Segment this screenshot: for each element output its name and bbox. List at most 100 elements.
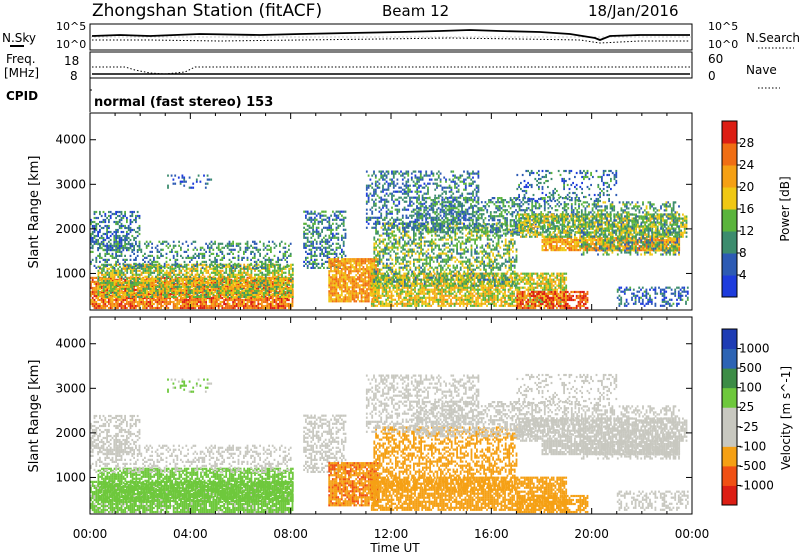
power-cell bbox=[349, 282, 352, 285]
power-cell bbox=[99, 287, 102, 290]
power-cell bbox=[367, 300, 370, 303]
power-cell bbox=[279, 250, 281, 253]
power-cell bbox=[126, 291, 129, 294]
power-cell bbox=[129, 285, 132, 288]
power-cell bbox=[246, 273, 249, 276]
power-cell bbox=[314, 210, 316, 213]
power-cell bbox=[218, 263, 220, 266]
power-cell bbox=[305, 250, 307, 253]
power-cell bbox=[239, 267, 242, 270]
power-cell bbox=[172, 246, 175, 249]
power-cell bbox=[131, 304, 134, 308]
power-cell bbox=[372, 298, 375, 301]
power-cell bbox=[104, 298, 107, 302]
power-cell bbox=[333, 264, 336, 267]
power-cell bbox=[91, 224, 94, 228]
power-cell bbox=[120, 210, 123, 214]
power-cell bbox=[110, 287, 112, 290]
power-cell bbox=[90, 262, 92, 265]
power-cell bbox=[131, 277, 134, 280]
power-cell bbox=[185, 271, 188, 274]
power-cell bbox=[128, 285, 130, 288]
power-cell bbox=[115, 282, 117, 285]
power-cell bbox=[337, 270, 340, 273]
power-cell bbox=[244, 306, 247, 310]
power-cell bbox=[388, 290, 391, 293]
power-cell bbox=[394, 274, 397, 277]
power-cell bbox=[337, 298, 340, 301]
power-cell bbox=[312, 266, 314, 269]
power-cell bbox=[364, 294, 367, 297]
power-cell bbox=[117, 222, 119, 226]
power-cell bbox=[432, 280, 434, 283]
power-cell bbox=[430, 290, 433, 293]
power-cell bbox=[394, 286, 397, 289]
power-cell bbox=[396, 292, 398, 295]
power-cell bbox=[270, 250, 272, 253]
power-cell bbox=[207, 244, 209, 247]
power-cell bbox=[333, 286, 336, 289]
power-cell bbox=[335, 242, 338, 245]
power-cell bbox=[430, 304, 433, 307]
power-cell bbox=[246, 287, 249, 290]
power-cell bbox=[129, 210, 132, 214]
power-cell bbox=[198, 300, 200, 304]
power-cell bbox=[226, 300, 229, 304]
power-cell bbox=[191, 285, 193, 288]
power-cell bbox=[117, 298, 119, 302]
power-cell bbox=[93, 216, 96, 220]
power-cell bbox=[180, 289, 183, 292]
power-cell bbox=[379, 304, 382, 307]
power-cell bbox=[286, 287, 289, 290]
power-cell bbox=[257, 291, 260, 294]
power-cell bbox=[254, 287, 256, 290]
power-cell bbox=[243, 300, 245, 304]
power-cell bbox=[250, 267, 253, 270]
power-cell bbox=[191, 283, 193, 286]
power-cell bbox=[330, 292, 332, 295]
power-cell bbox=[128, 295, 130, 298]
power-cell bbox=[156, 271, 159, 274]
power-cell bbox=[246, 244, 249, 247]
power-cell bbox=[335, 298, 338, 301]
power-cell bbox=[135, 298, 137, 302]
power-cell bbox=[201, 254, 204, 257]
power-cell bbox=[331, 278, 334, 281]
power-cell bbox=[264, 293, 267, 296]
power-cell bbox=[378, 296, 380, 299]
power-cell bbox=[129, 226, 132, 230]
nave-line bbox=[92, 66, 690, 75]
power-cell bbox=[268, 258, 270, 261]
power-cell bbox=[118, 218, 121, 222]
power-cell bbox=[214, 242, 216, 245]
power-cell bbox=[137, 281, 139, 284]
power-cell bbox=[108, 279, 111, 282]
power-cell bbox=[331, 276, 334, 279]
power-cell bbox=[317, 234, 320, 237]
power-cell bbox=[362, 266, 365, 269]
power-cell bbox=[428, 298, 431, 301]
power-cell bbox=[208, 306, 211, 310]
power-cell bbox=[415, 284, 418, 287]
power-cell bbox=[147, 279, 150, 282]
power-cell bbox=[255, 295, 258, 298]
power-cell bbox=[115, 228, 117, 232]
power-cell bbox=[100, 234, 103, 238]
power-cell bbox=[188, 176, 191, 179]
power-cell bbox=[337, 246, 340, 249]
power-cell bbox=[372, 296, 375, 299]
power-cell bbox=[198, 254, 200, 257]
power-cell bbox=[353, 268, 356, 271]
power-cell bbox=[248, 298, 251, 302]
power-cell bbox=[237, 254, 240, 257]
power-cell bbox=[439, 292, 442, 295]
power-cell bbox=[99, 306, 101, 310]
power-cell bbox=[151, 295, 154, 298]
power-cell bbox=[192, 263, 195, 266]
power-cell bbox=[90, 243, 92, 246]
power-cell bbox=[369, 264, 372, 267]
power-cell bbox=[191, 273, 193, 276]
power-cell bbox=[328, 216, 331, 219]
power-cell bbox=[126, 298, 128, 302]
power-cell bbox=[341, 248, 343, 251]
